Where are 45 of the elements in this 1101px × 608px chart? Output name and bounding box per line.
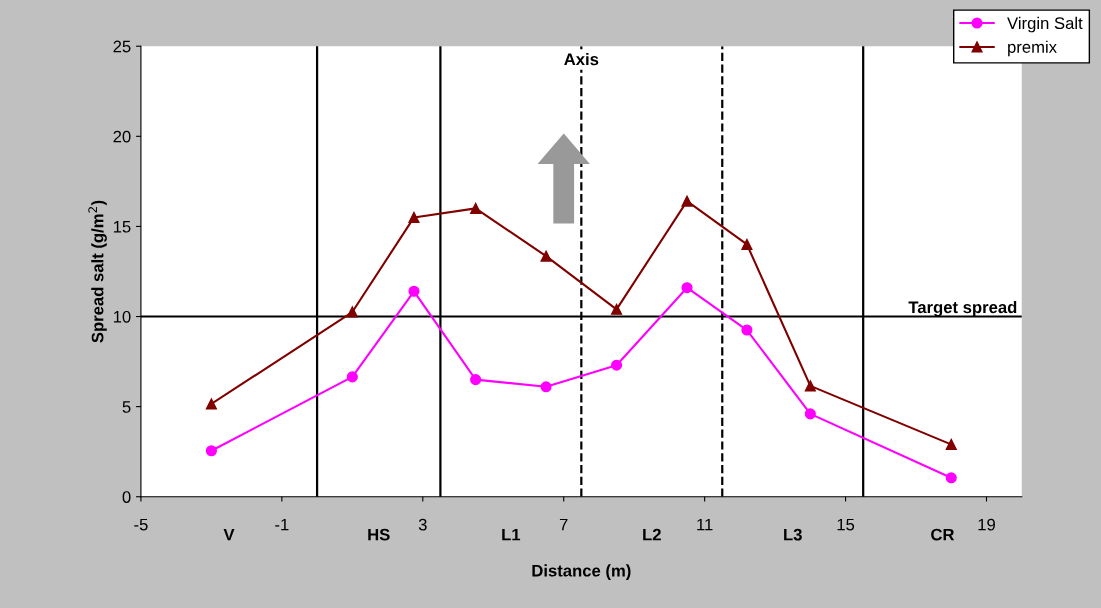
point <box>611 359 623 371</box>
y-tick-label: 20 <box>113 130 131 143</box>
x-tick-label: 11 <box>697 518 713 531</box>
point <box>741 238 753 250</box>
point <box>205 445 217 457</box>
x-tick-label: 19 <box>978 518 995 531</box>
point <box>945 438 957 451</box>
y-tick-label: 5 <box>122 401 131 413</box>
ref-line-label: Axis <box>564 52 599 66</box>
legend-label: premix <box>1008 40 1057 57</box>
text: V <box>223 528 235 541</box>
text: CR <box>931 528 955 541</box>
point <box>611 303 623 315</box>
point <box>205 398 217 410</box>
y-tick-label: 10 <box>113 310 131 323</box>
point <box>408 211 420 223</box>
y-tick-label: 15 <box>113 220 131 233</box>
y-axis-title: Spread salt (g/m$^{2}$) <box>88 200 107 343</box>
point <box>408 285 420 297</box>
ref-line-label: Target spread <box>908 300 1017 317</box>
text: HS <box>368 528 390 541</box>
x-tick-label: -1 <box>275 518 289 531</box>
point <box>741 324 753 336</box>
x-axis-title: Distance (m) <box>532 564 631 580</box>
text: L3 <box>784 528 802 541</box>
point <box>681 282 693 294</box>
x-tick-label: 7 <box>559 518 568 531</box>
x-tick-label: 3 <box>418 518 427 531</box>
point <box>346 306 358 318</box>
text: L2 <box>643 528 661 541</box>
point <box>945 472 957 484</box>
text: L1 <box>502 528 521 541</box>
point <box>681 195 693 207</box>
legend-label: Virgin Salt <box>1007 16 1083 33</box>
point <box>470 202 482 214</box>
point <box>804 380 816 392</box>
point <box>540 250 552 262</box>
x-tick-label: 15 <box>837 518 855 531</box>
point <box>540 381 552 393</box>
x-tick-label: -5 <box>134 518 148 531</box>
point <box>470 374 482 386</box>
y-tick-label: 0 <box>122 491 131 503</box>
y-tick-label: 25 <box>113 40 131 53</box>
point <box>346 371 358 383</box>
point <box>804 408 816 420</box>
